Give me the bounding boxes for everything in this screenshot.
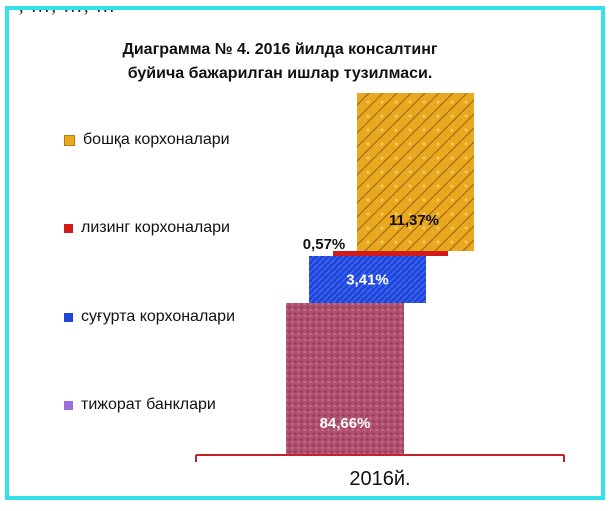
legend-label-other: бошқа корхоналари: [83, 131, 230, 148]
data-label-other: 11,37%: [389, 212, 439, 229]
legend-swatch-banks: [64, 400, 73, 410]
legend-swatch-other: [64, 134, 75, 146]
chart-title: Диаграмма № 4. 2016 йилда консалтинг буй…: [122, 41, 438, 82]
legend-swatch-leasing: [64, 223, 73, 233]
bar-leasing: [333, 251, 448, 256]
legend-item-banks: тижорат банклари: [64, 395, 216, 415]
clipped-heading-text: , ..., ..., ...: [19, 0, 117, 16]
x-tick-label: 2016й.: [349, 468, 411, 490]
legend-label-insurance: суғурта корхоналари: [81, 308, 236, 325]
legend-label-banks: тижорат банклари: [81, 396, 216, 413]
x-axis: [195, 454, 565, 462]
data-label-leasing: 0,57%: [303, 236, 346, 253]
legend-swatch-insurance: [64, 312, 73, 322]
bar-other: [357, 93, 474, 251]
data-label-banks: 84,66%: [320, 415, 371, 432]
legend-label-leasing: лизинг корхоналари: [81, 219, 230, 236]
bar-banks: [286, 303, 404, 455]
legend-item-leasing: лизинг корхоналари: [64, 218, 230, 238]
legend-item-other: бошқа корхоналари: [64, 130, 230, 150]
legend-item-insurance: суғурта корхоналари: [64, 307, 235, 327]
bar-insurance: [309, 256, 426, 303]
data-label-insurance: 3,41%: [346, 272, 389, 289]
